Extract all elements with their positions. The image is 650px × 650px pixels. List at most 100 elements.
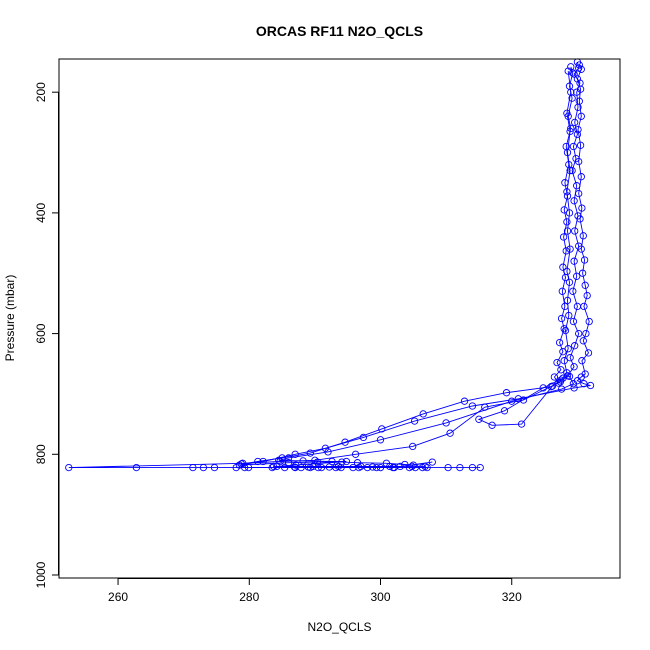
- data-point: [578, 204, 586, 212]
- data-point: [570, 70, 578, 78]
- x-axis-label: N2O_QCLS: [307, 620, 371, 634]
- data-point: [559, 233, 568, 241]
- series-4: [273, 67, 578, 471]
- data-point: [519, 396, 528, 404]
- data-point: [567, 124, 575, 133]
- data-point: [564, 67, 572, 75]
- data-point: [488, 421, 496, 429]
- data-point: [553, 358, 561, 367]
- data-point: [442, 419, 450, 427]
- data-point: [577, 173, 585, 181]
- series-line: [239, 64, 591, 468]
- y-axis: 200 400 600 800 1000: [34, 82, 59, 588]
- data-point: [579, 232, 587, 240]
- data-point: [569, 69, 577, 77]
- data-point: [423, 463, 431, 472]
- data-point: [372, 463, 381, 472]
- data-point: [563, 188, 571, 196]
- plot-frame: [58, 58, 621, 579]
- data-point: [584, 349, 593, 357]
- data-point: [475, 415, 483, 423]
- data-point: [419, 410, 427, 418]
- data-point: [567, 88, 575, 96]
- x-tick-label: 300: [370, 590, 390, 604]
- data-point: [573, 272, 581, 280]
- series-2: [235, 61, 595, 471]
- data-point: [502, 389, 511, 397]
- data-point: [386, 462, 394, 471]
- data-point: [580, 380, 588, 388]
- data-point: [577, 65, 585, 73]
- y-axis-label: Pressure (mbar): [3, 275, 17, 362]
- data-point: [317, 463, 326, 472]
- data-point: [241, 463, 249, 472]
- data-point: [582, 329, 590, 338]
- data-point: [575, 189, 583, 198]
- y-tick-label: 600: [34, 323, 48, 343]
- data-point: [444, 463, 452, 472]
- data-point: [579, 337, 587, 345]
- data-point: [559, 348, 567, 356]
- data-point: [563, 218, 571, 226]
- data-point: [570, 384, 578, 392]
- data-point: [563, 267, 571, 276]
- data-point: [577, 373, 585, 381]
- data-point: [309, 462, 317, 471]
- data-point: [411, 463, 419, 472]
- data-point: [355, 463, 363, 472]
- data-point: [306, 449, 314, 457]
- data-point: [565, 372, 574, 381]
- data-point: [560, 206, 568, 214]
- data-point: [577, 245, 585, 253]
- data-point: [586, 381, 595, 390]
- data-point: [578, 269, 587, 277]
- data-point: [273, 462, 281, 471]
- data-point: [570, 197, 578, 205]
- data-point: [573, 130, 582, 139]
- data-point: [357, 462, 365, 471]
- data-point: [563, 109, 571, 117]
- series-line: [276, 71, 575, 467]
- data-point: [341, 438, 349, 446]
- data-point: [500, 407, 509, 415]
- data-point: [468, 463, 477, 472]
- data-point: [548, 382, 557, 390]
- data-point: [563, 227, 572, 235]
- data-point: [565, 278, 574, 286]
- data-point: [342, 457, 351, 466]
- data-point: [555, 338, 564, 347]
- y-tick-label: 800: [34, 444, 48, 464]
- data-point: [563, 148, 572, 157]
- data-point: [557, 385, 566, 393]
- series-3: [237, 63, 577, 472]
- data-point: [565, 311, 573, 320]
- data-point: [409, 442, 417, 451]
- data-point: [569, 142, 578, 151]
- data-point: [563, 296, 572, 305]
- data-point: [576, 141, 585, 149]
- data-point: [571, 118, 579, 127]
- data-point: [324, 448, 332, 456]
- data-point: [558, 287, 566, 295]
- data-point: [560, 325, 568, 333]
- series-line: [240, 66, 574, 469]
- plot-area: [65, 58, 595, 472]
- data-point: [199, 463, 208, 472]
- y-tick-label: 400: [34, 203, 48, 223]
- data-point: [368, 463, 377, 471]
- data-point: [578, 357, 586, 365]
- data-point: [408, 462, 416, 471]
- data-point: [573, 75, 582, 83]
- y-tick-label: 1000: [34, 561, 48, 588]
- data-point: [446, 429, 454, 437]
- data-point: [566, 245, 574, 253]
- data-point: [560, 357, 568, 365]
- data-point: [577, 112, 585, 120]
- x-tick-label: 320: [502, 590, 522, 604]
- series-line: [68, 61, 581, 469]
- data-point: [575, 97, 583, 105]
- data-point: [351, 450, 360, 458]
- data-point: [580, 256, 589, 264]
- data-point: [210, 463, 219, 472]
